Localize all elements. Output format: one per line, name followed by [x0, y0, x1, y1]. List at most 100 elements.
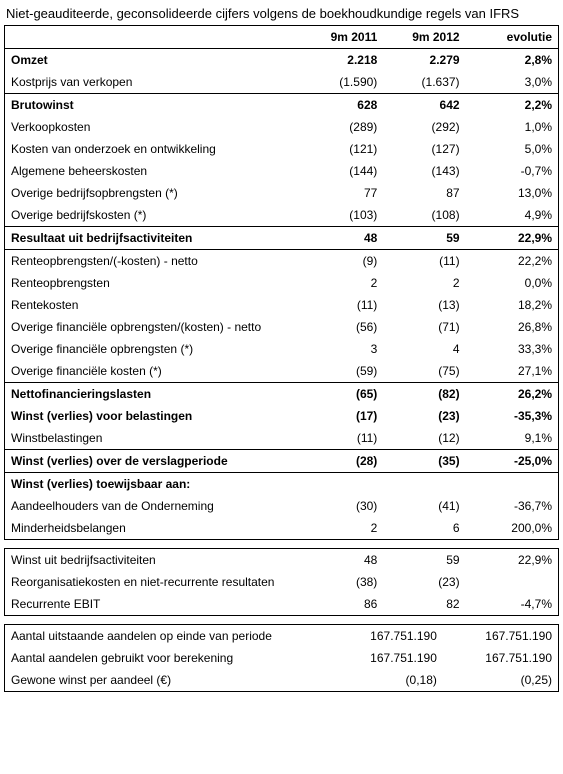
header-blank	[5, 26, 302, 49]
row-value-1: 167.751.190	[328, 647, 443, 669]
row-value-2: (41)	[383, 495, 465, 517]
row-label: Winst uit bedrijfsactiviteiten	[5, 549, 302, 572]
row-value-2: (82)	[383, 383, 465, 406]
row-value-2: 59	[383, 227, 465, 250]
table-title: Niet-geauditeerde, geconsolideerde cijfe…	[4, 4, 559, 25]
row-value-2: 2	[383, 272, 465, 294]
table-row: Rentekosten(11)(13)18,2%	[5, 294, 559, 316]
row-value-1: 77	[301, 182, 383, 204]
row-label: Recurrente EBIT	[5, 593, 302, 616]
row-evolution: 13,0%	[466, 182, 559, 204]
table-row: Omzet2.2182.2792,8%	[5, 49, 559, 72]
row-evolution: 1,0%	[466, 116, 559, 138]
table-row: Verkoopkosten(289)(292)1,0%	[5, 116, 559, 138]
row-value-2: 167.751.190	[443, 625, 559, 648]
row-value-2: 59	[383, 549, 465, 572]
row-value-2: 82	[383, 593, 465, 616]
row-value-1: (103)	[301, 204, 383, 227]
row-label: Winst (verlies) toewijsbaar aan:	[5, 473, 302, 496]
table-row: Algemene beheerskosten(144)(143)-0,7%	[5, 160, 559, 182]
row-value-2: (127)	[383, 138, 465, 160]
table-row: Kosten van onderzoek en ontwikkeling(121…	[5, 138, 559, 160]
row-value-2: 87	[383, 182, 465, 204]
row-value-2: (143)	[383, 160, 465, 182]
row-label: Omzet	[5, 49, 302, 72]
row-value-2: (35)	[383, 450, 465, 473]
row-evolution: 26,8%	[466, 316, 559, 338]
row-evolution: 22,9%	[466, 549, 559, 572]
row-value-1: (38)	[301, 571, 383, 593]
table-row: Minderheidsbelangen26200,0%	[5, 517, 559, 540]
row-value-1: 167.751.190	[328, 625, 443, 648]
table-row: Nettofinancieringslasten(65)(82)26,2%	[5, 383, 559, 406]
row-evolution	[466, 571, 559, 593]
row-value-1: 2	[301, 272, 383, 294]
row-label: Reorganisatiekosten en niet-recurrente r…	[5, 571, 302, 593]
table-row: Kostprijs van verkopen(1.590)(1.637)3,0%	[5, 71, 559, 94]
row-value-2: 6	[383, 517, 465, 540]
header-col2: 9m 2012	[383, 26, 465, 49]
table-row: Overige bedrijfskosten (*)(103)(108)4,9%	[5, 204, 559, 227]
row-value-2: (292)	[383, 116, 465, 138]
table-row: Gewone winst per aandeel (€)(0,18)(0,25)	[5, 669, 559, 692]
row-label: Aandeelhouders van de Onderneming	[5, 495, 302, 517]
row-value-2: (12)	[383, 427, 465, 450]
table-row: Resultaat uit bedrijfsactiviteiten485922…	[5, 227, 559, 250]
row-value-2	[383, 473, 465, 496]
table-row: Aantal uitstaande aandelen op einde van …	[5, 625, 559, 648]
row-evolution: 2,2%	[466, 94, 559, 117]
table-row: Overige financiële kosten (*)(59)(75)27,…	[5, 360, 559, 383]
table-row: Aantal aandelen gebruikt voor berekening…	[5, 647, 559, 669]
row-label: Minderheidsbelangen	[5, 517, 302, 540]
row-label: Overige bedrijfsopbrengsten (*)	[5, 182, 302, 204]
row-value-2: 2.279	[383, 49, 465, 72]
header-col1: 9m 2011	[301, 26, 383, 49]
row-label: Verkoopkosten	[5, 116, 302, 138]
table-row: Reorganisatiekosten en niet-recurrente r…	[5, 571, 559, 593]
row-value-1: 628	[301, 94, 383, 117]
row-value-1: 2	[301, 517, 383, 540]
row-label: Gewone winst per aandeel (€)	[5, 669, 328, 692]
row-value-1: (11)	[301, 427, 383, 450]
table-row: Winstbelastingen(11)(12)9,1%	[5, 427, 559, 450]
row-evolution: 9,1%	[466, 427, 559, 450]
row-value-1: 2.218	[301, 49, 383, 72]
row-value-1: (11)	[301, 294, 383, 316]
row-value-1: 3	[301, 338, 383, 360]
table-row: Winst (verlies) over de verslagperiode(2…	[5, 450, 559, 473]
row-label: Resultaat uit bedrijfsactiviteiten	[5, 227, 302, 250]
row-value-2: (23)	[383, 571, 465, 593]
row-evolution: 200,0%	[466, 517, 559, 540]
row-evolution: 0,0%	[466, 272, 559, 294]
shares-table: Aantal uitstaande aandelen op einde van …	[4, 624, 559, 692]
row-value-1	[301, 473, 383, 496]
row-value-2: (1.637)	[383, 71, 465, 94]
table-row: Overige bedrijfsopbrengsten (*)778713,0%	[5, 182, 559, 204]
row-value-1: 48	[301, 549, 383, 572]
row-evolution: -35,3%	[466, 405, 559, 427]
row-value-1: (144)	[301, 160, 383, 182]
table-row: Winst (verlies) toewijsbaar aan:	[5, 473, 559, 496]
header-col3: evolutie	[466, 26, 559, 49]
row-value-2: (11)	[383, 250, 465, 273]
row-label: Overige financiële kosten (*)	[5, 360, 302, 383]
row-label: Kosten van onderzoek en ontwikkeling	[5, 138, 302, 160]
row-value-1: (30)	[301, 495, 383, 517]
row-evolution: -0,7%	[466, 160, 559, 182]
row-value-2: (0,25)	[443, 669, 559, 692]
row-value-1: (0,18)	[328, 669, 443, 692]
row-evolution: 22,9%	[466, 227, 559, 250]
row-evolution: 2,8%	[466, 49, 559, 72]
row-value-2: 4	[383, 338, 465, 360]
table-row: Brutowinst6286422,2%	[5, 94, 559, 117]
row-label: Renteopbrengsten	[5, 272, 302, 294]
table-row: Renteopbrengsten/(-kosten) - netto(9)(11…	[5, 250, 559, 273]
row-label: Algemene beheerskosten	[5, 160, 302, 182]
row-value-1: (1.590)	[301, 71, 383, 94]
header-row: 9m 2011 9m 2012 evolutie	[5, 26, 559, 49]
row-value-1: 86	[301, 593, 383, 616]
row-evolution: 33,3%	[466, 338, 559, 360]
row-label: Aantal uitstaande aandelen op einde van …	[5, 625, 328, 648]
row-evolution: 3,0%	[466, 71, 559, 94]
row-label: Winst (verlies) voor belastingen	[5, 405, 302, 427]
